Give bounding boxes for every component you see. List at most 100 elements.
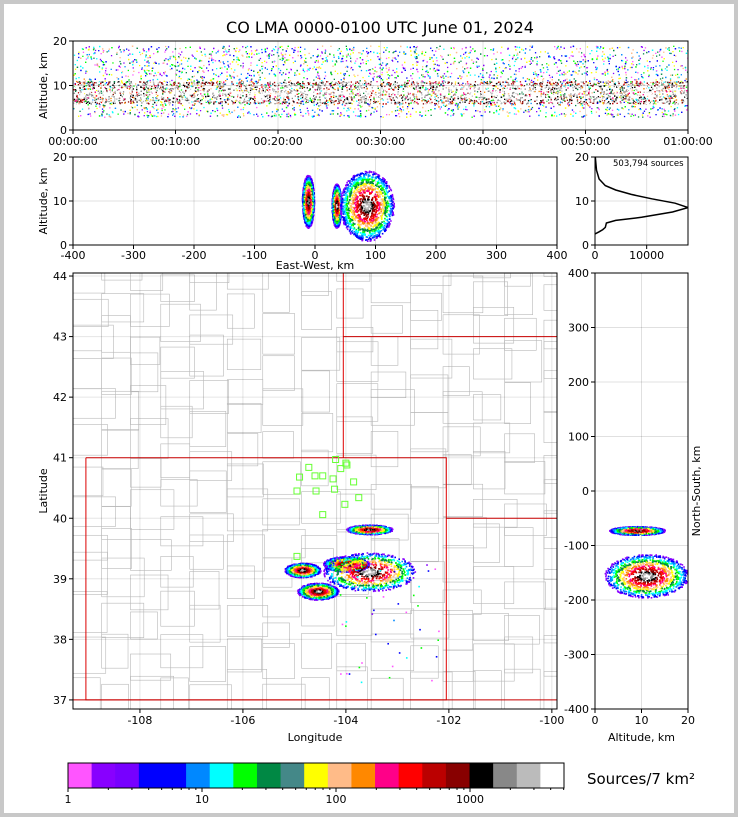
source-pixel — [352, 83, 354, 85]
source-pixel — [332, 84, 334, 86]
source-pixel — [230, 77, 232, 79]
source-pixel — [434, 81, 436, 84]
source-pixel — [658, 98, 660, 100]
source-pixel — [556, 92, 558, 94]
source-pixel — [84, 90, 86, 93]
source-pixel — [179, 116, 181, 118]
source-pixel — [268, 53, 271, 55]
source-pixel — [216, 86, 218, 89]
source-pixel — [409, 101, 411, 103]
source-pixel — [539, 92, 541, 94]
source-pixel — [560, 96, 562, 99]
source-pixel — [158, 47, 160, 49]
source-pixel — [538, 90, 540, 93]
source-pixel — [90, 115, 92, 117]
source-pixel — [630, 115, 632, 117]
source-pixel — [640, 74, 643, 76]
source-pixel — [258, 52, 260, 55]
source-pixel — [656, 84, 659, 86]
source-pixel — [590, 110, 593, 113]
source-pixel — [667, 85, 669, 87]
source-pixel — [617, 113, 619, 115]
source-pixel — [237, 90, 239, 92]
source-pixel — [193, 83, 195, 85]
source-pixel — [193, 96, 195, 99]
source-pixel — [572, 55, 574, 57]
source-pixel — [459, 101, 461, 103]
source-pixel — [357, 104, 359, 106]
source-pixel — [394, 110, 397, 112]
source-pixel — [462, 101, 464, 103]
source-pixel — [164, 89, 166, 92]
source-pixel — [336, 61, 338, 63]
source-pixel — [269, 92, 271, 94]
source-pixel — [149, 110, 151, 112]
source-pixel — [391, 59, 393, 61]
source-pixel — [630, 102, 632, 104]
source-pixel — [380, 116, 382, 118]
source-pixel — [261, 92, 263, 94]
source-pixel — [426, 103, 428, 105]
source-pixel — [485, 93, 488, 95]
source-pixel — [224, 83, 226, 85]
source-pixel — [613, 85, 615, 88]
source-pixel — [118, 45, 120, 47]
source-pixel — [678, 88, 680, 90]
source-pixel — [500, 59, 503, 61]
source-pixel — [363, 87, 365, 89]
source-pixel — [183, 89, 185, 91]
source-pixel — [152, 115, 154, 117]
source-pixel — [313, 101, 315, 103]
source-pixel — [337, 89, 339, 91]
source-pixel — [99, 104, 101, 106]
source-pixel — [640, 108, 642, 111]
source-pixel — [294, 112, 296, 115]
figure-frame — [4, 4, 734, 813]
source-pixel — [452, 110, 454, 113]
source-pixel — [207, 81, 209, 83]
source-pixel — [485, 87, 487, 89]
source-pixel — [536, 60, 538, 63]
source-pixel — [358, 115, 360, 117]
source-pixel — [503, 87, 506, 89]
source-pixel — [184, 85, 186, 87]
source-pixel — [212, 95, 214, 97]
source-pixel — [599, 92, 601, 94]
source-pixel — [631, 89, 634, 91]
source-pixel — [660, 89, 663, 91]
source-pixel — [525, 94, 527, 96]
source-pixel — [155, 85, 157, 87]
source-pixel — [145, 94, 148, 96]
source-pixel — [348, 107, 350, 109]
source-pixel — [437, 97, 439, 99]
source-pixel — [448, 103, 450, 105]
source-pixel — [589, 95, 591, 98]
source-pixel — [480, 89, 482, 91]
source-pixel — [551, 102, 554, 105]
source-pixel — [532, 60, 534, 62]
source-pixel — [251, 78, 253, 80]
source-pixel — [187, 82, 189, 84]
source-pixel — [349, 91, 351, 93]
source-pixel — [568, 57, 571, 59]
source-pixel — [613, 81, 615, 83]
source-pixel — [378, 45, 380, 48]
source-pixel — [428, 89, 431, 91]
source-pixel — [167, 88, 169, 90]
source-pixel — [88, 97, 90, 99]
source-pixel — [423, 100, 426, 102]
source-pixel — [523, 85, 525, 87]
source-pixel — [384, 94, 386, 96]
source-pixel — [542, 91, 545, 93]
source-pixel — [417, 91, 419, 93]
source-pixel — [123, 93, 125, 95]
source-pixel — [515, 73, 517, 76]
source-pixel — [533, 77, 536, 80]
source-pixel — [233, 84, 236, 86]
source-pixel — [218, 102, 220, 104]
source-pixel — [630, 76, 633, 78]
source-pixel — [496, 51, 498, 53]
source-pixel — [238, 50, 240, 53]
source-pixel — [644, 47, 647, 49]
source-pixel — [185, 47, 187, 49]
